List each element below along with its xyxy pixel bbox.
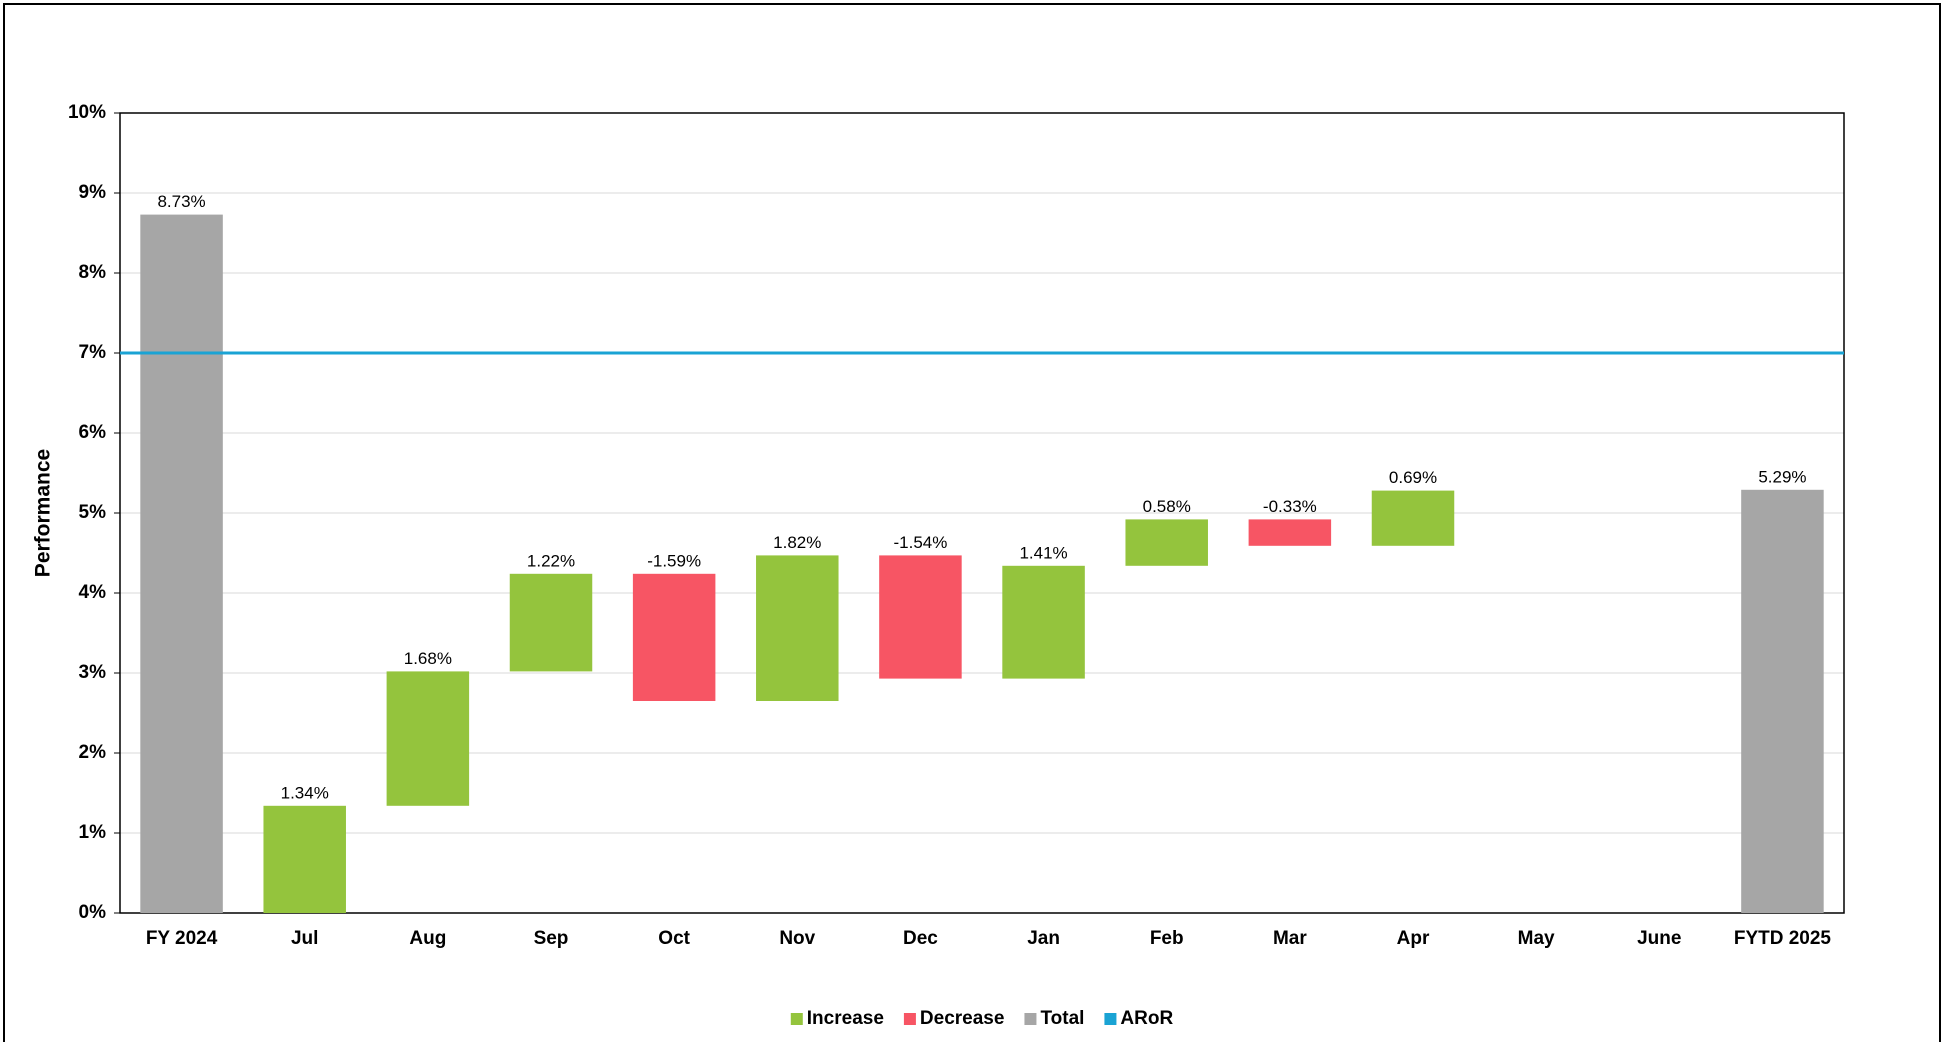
- data-label: 1.68%: [404, 649, 452, 668]
- bar: [1002, 565, 1085, 679]
- y-tick-label: 10%: [68, 102, 106, 123]
- x-tick-label: June: [1637, 928, 1681, 949]
- y-tick-label: 3%: [79, 662, 107, 683]
- data-label: 8.73%: [157, 192, 205, 211]
- bar: [509, 573, 593, 672]
- y-tick-label: 0%: [79, 902, 107, 923]
- bar: [1371, 490, 1455, 546]
- data-label: 1.22%: [527, 551, 575, 570]
- legend-swatch: [790, 1013, 803, 1025]
- y-tick-label: 8%: [79, 262, 107, 283]
- x-tick-label: Oct: [658, 928, 690, 949]
- x-tick-label: Dec: [903, 928, 938, 949]
- data-label: -0.33%: [1263, 497, 1317, 516]
- data-label: 1.41%: [1019, 543, 1067, 562]
- bar: [632, 573, 716, 701]
- legend-label: Increase: [807, 1008, 884, 1029]
- x-tick-label: Apr: [1397, 928, 1430, 949]
- x-tick-label: Mar: [1273, 928, 1307, 949]
- x-tick-label: Jan: [1027, 928, 1060, 949]
- bar: [1741, 489, 1824, 913]
- y-tick-label: 5%: [79, 502, 107, 523]
- data-label: 1.82%: [773, 533, 821, 552]
- data-label: -1.54%: [893, 533, 947, 552]
- data-label: 5.29%: [1758, 467, 1806, 486]
- y-tick-label: 6%: [79, 422, 107, 443]
- plot-frame: [119, 112, 1845, 914]
- bar: [1125, 519, 1208, 566]
- y-tick-label: 7%: [79, 342, 107, 363]
- x-tick-label: FYTD 2025: [1734, 928, 1832, 949]
- legend-label: ARoR: [1120, 1008, 1173, 1029]
- data-label: -1.59%: [647, 551, 701, 570]
- x-tick-label: May: [1518, 928, 1555, 949]
- x-tick-label: Sep: [534, 928, 569, 949]
- legend-label: Decrease: [920, 1008, 1005, 1029]
- y-tick-label: 2%: [79, 742, 107, 763]
- y-axis-label: Performance: [32, 449, 55, 577]
- x-tick-label: FY 2024: [146, 928, 218, 949]
- x-tick-label: Jul: [291, 928, 318, 949]
- x-tick-label: Nov: [779, 928, 815, 949]
- bar: [140, 214, 223, 914]
- legend-label: Total: [1040, 1008, 1084, 1029]
- bar: [386, 671, 470, 806]
- legend-swatch: [1104, 1013, 1117, 1025]
- data-label: 0.58%: [1143, 497, 1191, 516]
- data-label: 1.34%: [281, 783, 329, 802]
- bar: [879, 555, 962, 679]
- y-tick-label: 4%: [79, 582, 107, 603]
- x-tick-label: Feb: [1150, 928, 1184, 949]
- bar: [263, 805, 346, 913]
- legend-swatch: [903, 1013, 916, 1025]
- bar: [1248, 519, 1332, 546]
- bar: [756, 555, 839, 701]
- x-tick-label: Aug: [409, 928, 446, 949]
- y-tick-label: 1%: [79, 822, 107, 843]
- data-label: 0.69%: [1389, 468, 1437, 487]
- legend-swatch: [1024, 1013, 1037, 1025]
- y-tick-label: 9%: [79, 182, 107, 203]
